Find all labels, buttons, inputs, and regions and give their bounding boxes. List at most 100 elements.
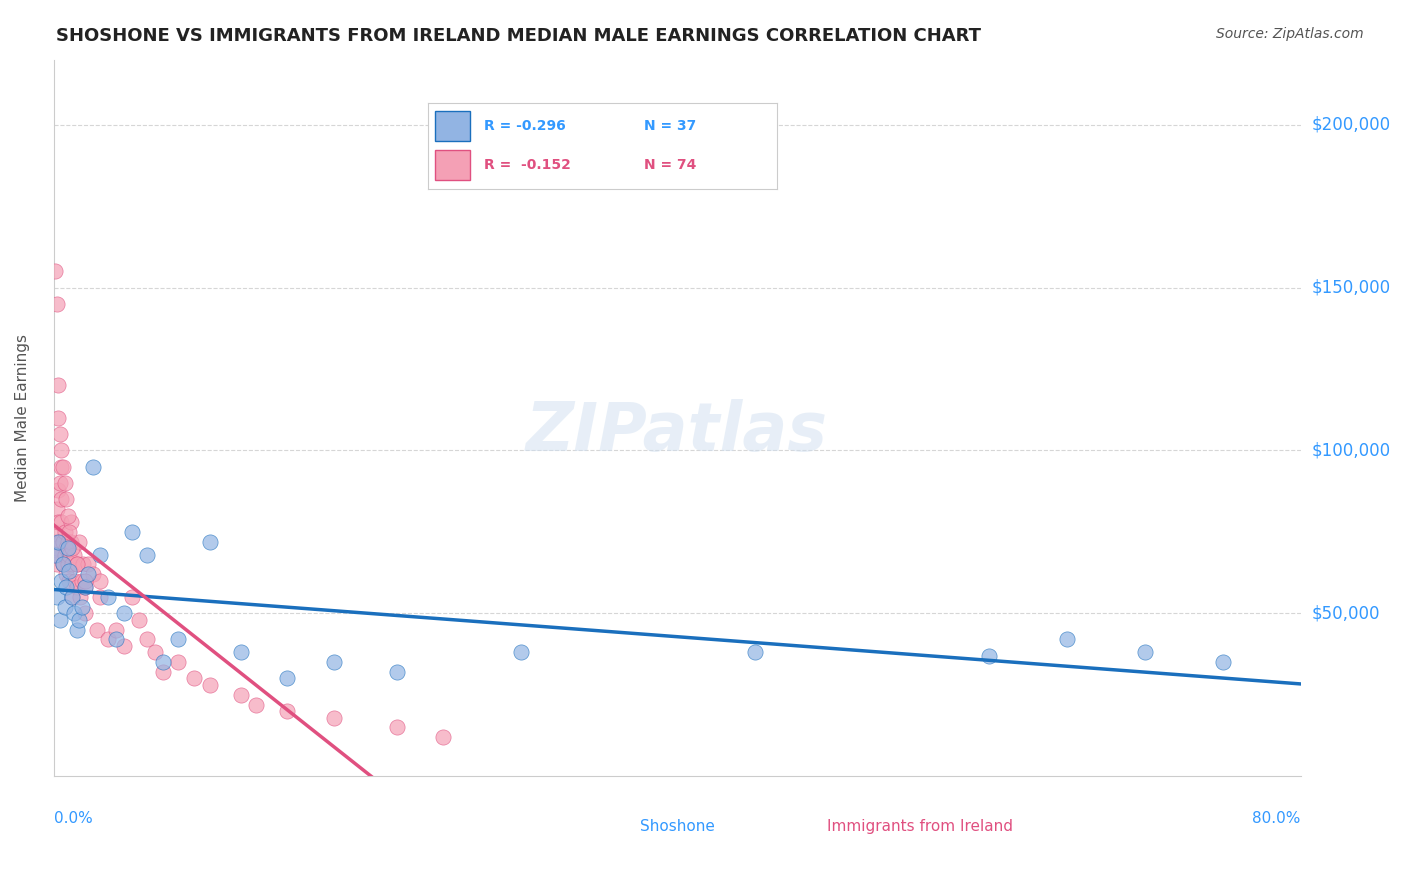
Point: [45, 297, 67, 311]
Point: [46, 515, 69, 529]
Point: [89, 548, 111, 562]
Point: [136, 548, 159, 562]
Point: [385, 720, 408, 734]
Point: [56, 541, 79, 556]
Point: [55, 580, 77, 594]
Point: [60, 590, 83, 604]
Point: [63, 607, 86, 621]
Point: [49, 476, 72, 491]
Point: [45, 541, 67, 556]
Point: [45, 590, 67, 604]
Point: [276, 672, 298, 686]
Point: [323, 710, 346, 724]
Point: [52, 558, 75, 572]
Point: [112, 639, 135, 653]
Point: [46, 534, 69, 549]
Point: [52, 534, 75, 549]
Point: [52, 558, 75, 572]
Point: [46, 410, 69, 425]
Point: [60, 541, 83, 556]
Point: [66, 623, 89, 637]
Point: [82, 567, 104, 582]
Point: [152, 655, 174, 669]
Text: Immigrants from Ireland: Immigrants from Ireland: [827, 819, 1012, 834]
Point: [55, 492, 77, 507]
Text: ZIPatlas: ZIPatlas: [526, 400, 828, 466]
Point: [323, 655, 346, 669]
Point: [77, 558, 100, 572]
Point: [510, 645, 533, 659]
Point: [69, 590, 91, 604]
Point: [51, 574, 73, 588]
Point: [97, 632, 120, 647]
Point: [44, 534, 66, 549]
Point: [1133, 645, 1156, 659]
Text: Shoshone: Shoshone: [640, 819, 714, 834]
Point: [55, 541, 77, 556]
Point: [70, 599, 93, 614]
Point: [53, 524, 76, 539]
Point: [49, 613, 72, 627]
Point: [51, 459, 73, 474]
Point: [60, 558, 83, 572]
Point: [67, 534, 90, 549]
Point: [152, 665, 174, 679]
Point: [44, 264, 66, 278]
Point: [229, 688, 252, 702]
Text: SHOSHONE VS IMMIGRANTS FROM IRELAND MEDIAN MALE EARNINGS CORRELATION CHART: SHOSHONE VS IMMIGRANTS FROM IRELAND MEDI…: [56, 27, 981, 45]
Point: [44, 548, 66, 562]
Point: [89, 574, 111, 588]
Point: [46, 483, 69, 497]
Y-axis label: Median Male Earnings: Median Male Earnings: [15, 334, 30, 502]
Text: $150,000: $150,000: [1312, 278, 1391, 297]
Point: [198, 678, 221, 692]
Text: $200,000: $200,000: [1312, 116, 1391, 134]
Point: [77, 567, 100, 582]
Point: [66, 580, 89, 594]
Point: [63, 548, 86, 562]
Point: [73, 580, 96, 594]
Text: Source: ZipAtlas.com: Source: ZipAtlas.com: [1216, 27, 1364, 41]
Point: [52, 459, 75, 474]
Text: 80.0%: 80.0%: [1253, 811, 1301, 826]
Point: [44, 548, 66, 562]
Point: [67, 613, 90, 627]
Point: [56, 534, 79, 549]
Point: [58, 574, 80, 588]
Point: [53, 476, 76, 491]
Point: [65, 574, 87, 588]
Point: [56, 508, 79, 523]
Point: [58, 548, 80, 562]
Point: [58, 564, 80, 578]
Point: [432, 730, 454, 744]
Text: 0.0%: 0.0%: [53, 811, 93, 826]
Point: [229, 645, 252, 659]
Point: [121, 524, 143, 539]
Point: [49, 427, 72, 442]
Point: [70, 574, 93, 588]
Point: [45, 558, 67, 572]
Point: [59, 534, 82, 549]
Point: [51, 492, 73, 507]
Text: $100,000: $100,000: [1312, 442, 1391, 459]
Point: [60, 590, 83, 604]
Point: [1056, 632, 1078, 647]
Point: [183, 672, 205, 686]
Point: [198, 534, 221, 549]
Point: [51, 515, 73, 529]
Point: [73, 607, 96, 621]
Point: [44, 524, 66, 539]
Point: [51, 443, 73, 458]
Point: [82, 459, 104, 474]
Point: [112, 607, 135, 621]
Text: $50,000: $50,000: [1312, 604, 1381, 623]
Point: [55, 567, 77, 582]
Point: [167, 632, 190, 647]
Point: [97, 590, 120, 604]
Point: [104, 632, 127, 647]
Point: [977, 648, 1000, 663]
Point: [46, 378, 69, 392]
Point: [167, 655, 190, 669]
Point: [58, 524, 80, 539]
Point: [72, 558, 94, 572]
